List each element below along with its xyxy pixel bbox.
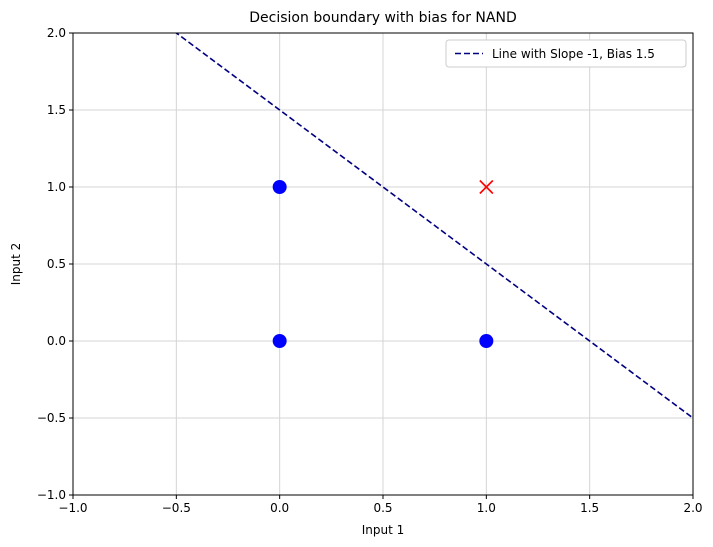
y-tick-label: 1.0 <box>47 180 66 194</box>
y-tick-label: −1.0 <box>37 488 66 502</box>
ticks: −1.0 −0.5 0.0 0.5 1.0 1.5 2.0 −1.0 −0.5 0.0 0.5 1.0… <box>37 26 703 515</box>
x-tick-label: −0.5 <box>162 501 191 515</box>
y-tick-label: 1.5 <box>47 103 66 117</box>
legend-box <box>445 39 687 68</box>
chart-title: Decision boundary with bias for NAND <box>249 10 516 26</box>
y-axis-label: Input 2 <box>9 243 23 286</box>
data-point-x <box>479 179 494 195</box>
legend-label: Line with Slope -1, Bias 1.5 <box>492 47 655 61</box>
data-point-circle <box>479 334 494 348</box>
y-tick-label: 2.0 <box>47 26 66 40</box>
y-tick-label: −0.5 <box>37 411 66 425</box>
data-point-circle <box>272 334 287 348</box>
x-tick-label: 1.0 <box>477 501 496 515</box>
x-tick-label: 0.5 <box>373 501 392 515</box>
plot-area <box>174 33 693 419</box>
legend: Line with Slope -1, Bias 1.5 <box>445 39 687 68</box>
decision-boundary-line <box>174 33 693 419</box>
y-tick-label: 0.0 <box>47 334 66 348</box>
x-tick-label: −1.0 <box>58 501 87 515</box>
data-point-x-stroke <box>479 179 494 195</box>
data-point-circle <box>272 180 287 194</box>
y-tick-label: 0.5 <box>47 257 66 271</box>
x-tick-label: 2.0 <box>683 501 702 515</box>
x-tick-label: 0.0 <box>270 501 289 515</box>
x-axis-label: Input 1 <box>362 523 405 537</box>
x-tick-label: 1.5 <box>580 501 599 515</box>
